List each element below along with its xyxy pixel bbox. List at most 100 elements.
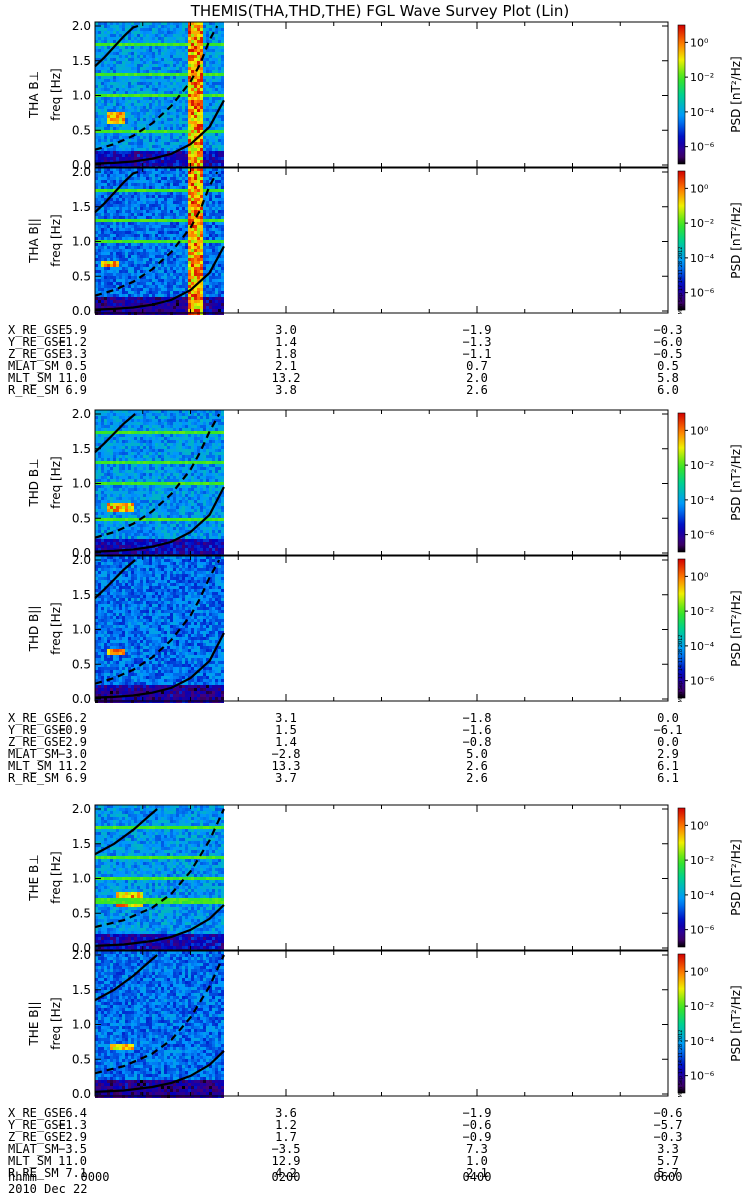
- spectrogram-cell: [164, 52, 167, 55]
- spectrogram-cell: [155, 52, 158, 55]
- spectrogram-cell: [104, 234, 107, 237]
- spectrogram-cell: [104, 276, 107, 279]
- spectrogram-cell: [131, 145, 134, 148]
- spectrogram-cell: [155, 267, 158, 270]
- spectrogram-cell: [110, 55, 113, 58]
- spectrogram-cell: [164, 303, 167, 306]
- spectrogram-cell: [221, 55, 224, 58]
- spectrogram-cell: [215, 225, 218, 228]
- spectrogram-cell: [161, 264, 164, 267]
- spectrogram-cell: [170, 85, 173, 88]
- spectrogram-cell: [122, 219, 125, 222]
- spectrogram-cell: [107, 213, 110, 216]
- spectrogram-cell: [137, 31, 140, 34]
- spectrogram-cell: [152, 195, 155, 198]
- spectrogram-cell: [206, 279, 209, 282]
- spectrogram-cell: [107, 28, 110, 31]
- spectrogram-cell: [146, 306, 149, 309]
- spectrogram-cell: [98, 82, 101, 85]
- spectrogram-cell: [185, 210, 188, 213]
- spectrogram-cell: [98, 282, 101, 285]
- spectrogram-cell: [167, 174, 170, 177]
- spectrogram-cell: [128, 94, 131, 97]
- spectrogram-cell: [212, 252, 215, 255]
- spectrogram-cell: [209, 246, 212, 249]
- spectrogram-cell: [134, 22, 137, 25]
- spectrogram-cell: [149, 309, 152, 312]
- spectrogram-cell: [134, 186, 137, 189]
- spectrogram-cell: [185, 58, 188, 61]
- spectrogram-cell: [167, 180, 170, 183]
- spectrogram-cell: [104, 198, 107, 201]
- spectrogram-cell: [128, 434, 131, 437]
- spectrogram-cell: [149, 127, 152, 130]
- spectrogram-cell: [215, 288, 218, 291]
- spectrogram-cell: [161, 177, 164, 180]
- spectrogram-cell: [125, 85, 128, 88]
- spectrogram-cell: [128, 279, 131, 282]
- spectrogram-cell: [161, 198, 164, 201]
- spectrogram-cell: [200, 219, 203, 222]
- spectrogram-cell: [203, 255, 206, 258]
- spectrogram-cell: [182, 258, 185, 261]
- spectrogram-cell: [143, 279, 146, 282]
- spectrogram-cell: [113, 545, 116, 548]
- spectrogram-cell: [194, 228, 197, 231]
- spectrogram-cell: [104, 177, 107, 180]
- spectrogram-cell: [218, 151, 221, 154]
- spectrogram-cell: [179, 186, 182, 189]
- spectrogram-cell: [155, 276, 158, 279]
- spectrogram-cell: [218, 300, 221, 303]
- spectrogram-cell: [218, 163, 221, 166]
- spectrogram-cell: [98, 288, 101, 291]
- spectrogram-cell: [131, 76, 134, 79]
- spectrogram-cell: [161, 61, 164, 64]
- spectrogram-cell: [125, 518, 128, 521]
- spectrogram-cell: [212, 37, 215, 40]
- spectrogram-cell: [107, 512, 110, 515]
- spectrogram-cell: [107, 46, 110, 49]
- spectrogram-cell: [107, 85, 110, 88]
- spectrogram-cell: [179, 240, 182, 243]
- spectrogram-cell: [107, 521, 110, 524]
- spectrogram-cell: [104, 243, 107, 246]
- spectrogram-cell: [110, 470, 113, 473]
- spectrogram-cell: [206, 85, 209, 88]
- spectrogram-cell: [221, 133, 224, 136]
- spectrogram-cell: [197, 85, 200, 88]
- spectrogram-cell: [155, 115, 158, 118]
- spectrogram-cell: [155, 282, 158, 285]
- spectrogram-cell: [212, 300, 215, 303]
- spectrogram-cell: [113, 464, 116, 467]
- spectrogram-cell: [194, 58, 197, 61]
- spectrogram-cell: [218, 183, 221, 186]
- spectrogram-cell: [221, 157, 224, 160]
- spectrogram-cell: [179, 309, 182, 312]
- spectrogram-cell: [179, 237, 182, 240]
- spectrogram-cell: [104, 270, 107, 273]
- spectrogram-cell: [155, 76, 158, 79]
- spectrogram-cell: [164, 174, 167, 177]
- spectrogram-cell: [107, 548, 110, 551]
- spectrogram-cell: [101, 34, 104, 37]
- spectrogram-cell: [122, 43, 125, 46]
- spectrogram-cell: [218, 130, 221, 133]
- spectrogram-cell: [197, 222, 200, 225]
- spectrogram-cell: [140, 163, 143, 166]
- spectrogram-cell: [194, 171, 197, 174]
- spectrogram-cell: [182, 160, 185, 163]
- spectrogram-cell: [170, 243, 173, 246]
- spectrogram-cell: [167, 219, 170, 222]
- spectrogram-cell: [197, 124, 200, 127]
- spectrogram-cell: [209, 58, 212, 61]
- spectrogram-cell: [176, 157, 179, 160]
- spectrogram-cell: [122, 288, 125, 291]
- spectrogram-cell: [209, 112, 212, 115]
- spectrogram-cell: [146, 267, 149, 270]
- spectrogram-cell: [101, 46, 104, 49]
- spectrogram-cell: [188, 303, 191, 306]
- spectrogram-cell: [194, 234, 197, 237]
- spectrogram-cell: [221, 118, 224, 121]
- spectrogram-cell: [152, 46, 155, 49]
- spectrogram-cell: [113, 261, 116, 264]
